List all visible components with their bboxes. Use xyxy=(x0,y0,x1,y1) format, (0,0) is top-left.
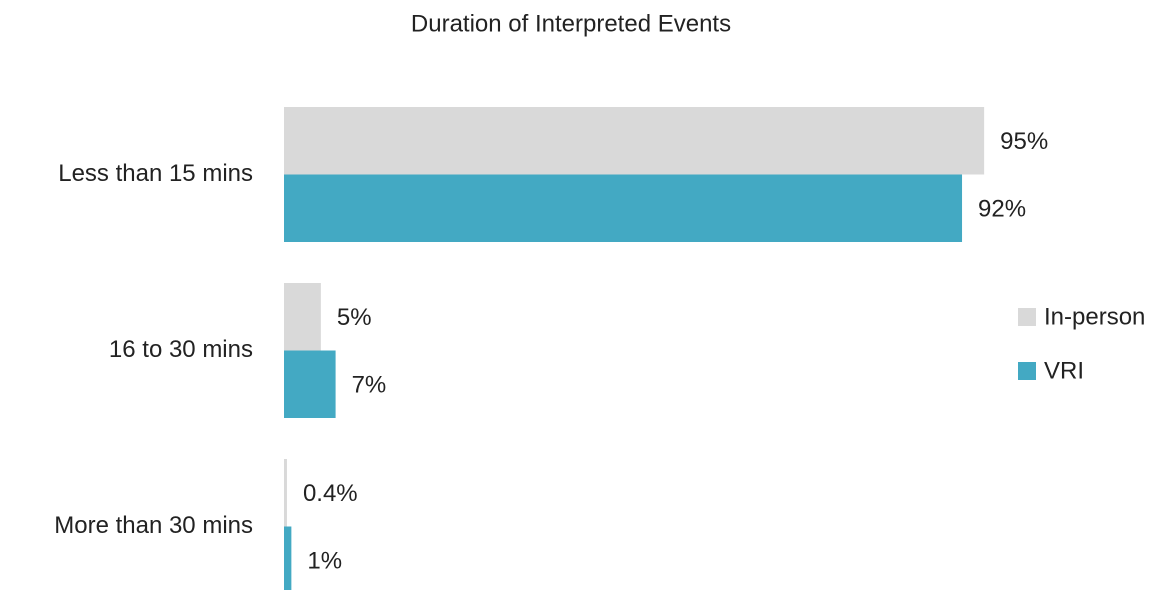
value-label: 5% xyxy=(337,304,372,331)
bar xyxy=(284,526,292,590)
bar xyxy=(284,283,321,351)
category-label: Less than 15 mins xyxy=(58,160,253,187)
value-label: 95% xyxy=(1000,128,1048,155)
legend-swatch xyxy=(1018,362,1036,380)
value-label: 0.4% xyxy=(303,480,358,507)
value-label: 7% xyxy=(352,372,387,399)
legend-label: In-person xyxy=(1044,303,1145,330)
bar xyxy=(284,107,985,175)
category-label: 16 to 30 mins xyxy=(109,336,253,363)
bar xyxy=(284,459,287,527)
value-label: 1% xyxy=(307,548,342,575)
bar xyxy=(284,350,336,418)
legend-swatch xyxy=(1018,308,1036,326)
legend-label: VRI xyxy=(1044,357,1084,384)
bar xyxy=(284,174,963,242)
category-label: More than 30 mins xyxy=(54,512,253,539)
chart-title: Duration of Interpreted Events xyxy=(411,10,731,37)
value-label: 92% xyxy=(978,196,1026,223)
